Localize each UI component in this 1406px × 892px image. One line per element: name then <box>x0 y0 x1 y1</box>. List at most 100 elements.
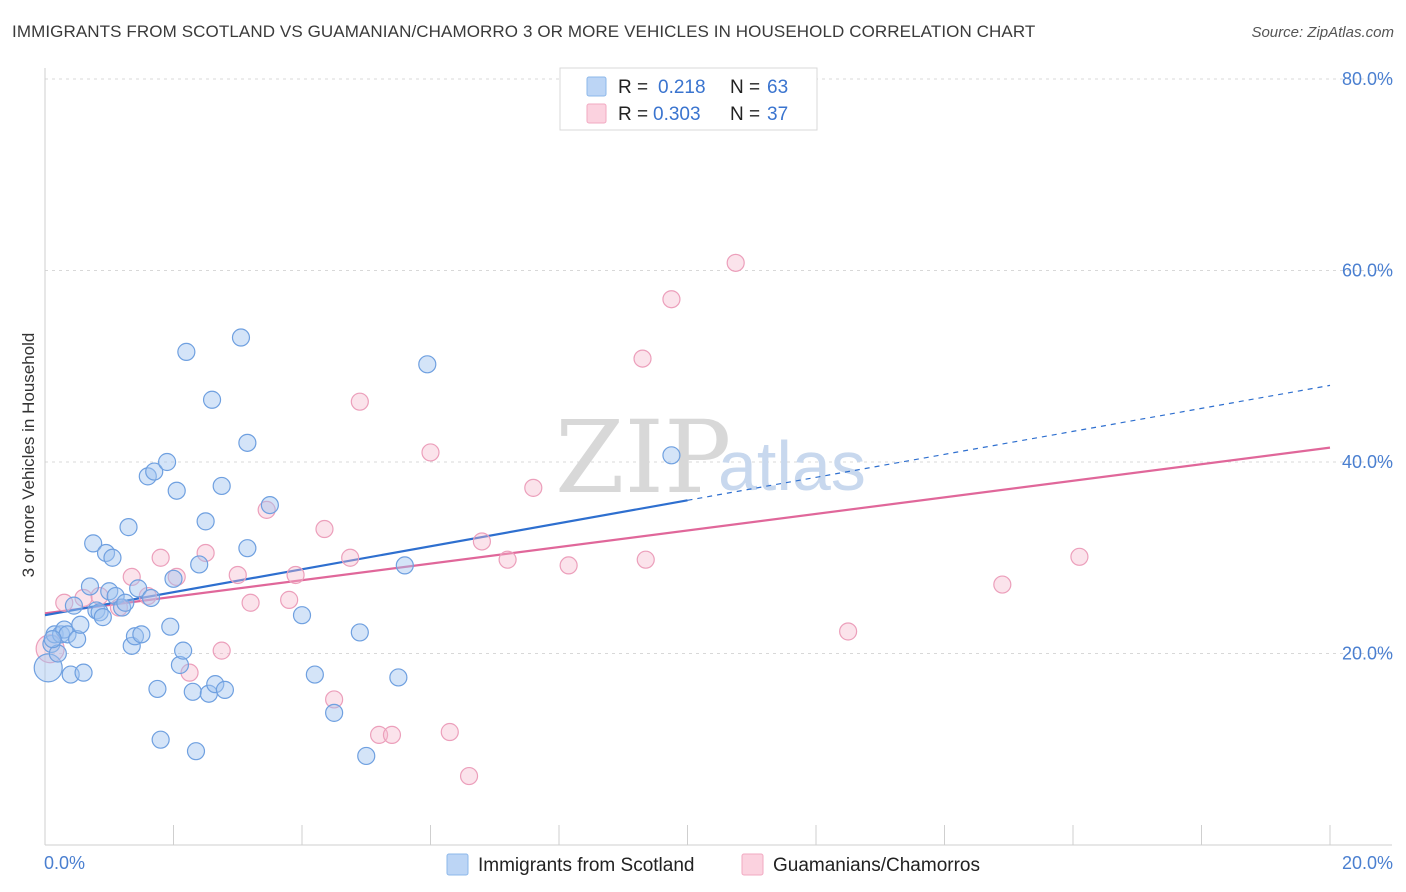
point-scotland-48 <box>215 680 234 699</box>
point-scotland-20 <box>106 586 125 606</box>
point-guamanian-15 <box>280 590 299 609</box>
bottom-legend-label-guamanian: Guamanians/Chamorros <box>773 855 980 876</box>
watermark: ZIP atlas <box>555 399 866 516</box>
point-guamanian-33 <box>726 253 745 272</box>
point-scotland-25 <box>125 627 145 646</box>
point-guamanian-8 <box>167 567 186 587</box>
point-scotland-49 <box>231 328 251 347</box>
y-tick-label-1: 40.0% <box>1342 452 1393 472</box>
point-scotland-39 <box>177 342 196 361</box>
point-guamanian-25 <box>459 766 479 786</box>
point-scotland-46 <box>206 675 225 694</box>
bottom-legend-swatch-guamanian <box>741 853 764 876</box>
point-guamanian-30 <box>633 349 652 368</box>
point-scotland-55 <box>325 703 344 722</box>
point-scotland-3 <box>48 644 67 663</box>
source-credit: Source: ZipAtlas.com <box>1251 24 1394 41</box>
point-guamanian-27 <box>498 550 517 569</box>
point-scotland-59 <box>395 556 414 575</box>
point-scotland-8 <box>64 596 84 615</box>
point-scotland-9 <box>68 630 87 649</box>
point-scotland-30 <box>145 462 164 481</box>
trend-line-scotland <box>44 499 688 617</box>
point-scotland-37 <box>170 655 190 675</box>
point-scotland-13 <box>84 534 103 553</box>
point-scotland-42 <box>190 555 209 574</box>
point-scotland-52 <box>260 495 279 515</box>
point-scotland-33 <box>157 452 177 472</box>
y-tick-label-3: 80.0% <box>1342 69 1393 89</box>
point-scotland-12 <box>80 577 100 596</box>
point-scotland-27 <box>132 625 151 644</box>
legend-r-label-2: R = <box>618 104 648 125</box>
point-scotland-60 <box>418 355 437 374</box>
point-guamanian-18 <box>325 690 344 709</box>
point-scotland-50 <box>238 433 257 452</box>
bottom-legend-swatch-scotland <box>446 853 469 876</box>
point-scotland-47 <box>212 476 231 496</box>
chart-title: IMMIGRANTS FROM SCOTLAND VS GUAMANIAN/CH… <box>12 22 1036 41</box>
y-tick-labels: 20.0% 40.0% 60.0% 80.0% <box>1342 69 1393 664</box>
point-scotland-51 <box>238 539 257 558</box>
point-guamanian-20 <box>350 392 369 411</box>
point-guamanian-3 <box>90 586 109 606</box>
point-guamanian-9 <box>180 663 199 682</box>
point-guamanian-21 <box>370 725 389 744</box>
point-scotland-26 <box>129 579 148 598</box>
point-scotland-43 <box>196 512 215 531</box>
point-guamanian-17 <box>315 519 334 539</box>
data-points <box>33 253 1089 786</box>
point-scotland-40 <box>183 682 202 701</box>
point-guamanian-13 <box>241 593 260 612</box>
y-tick-label-0: 20.0% <box>1342 644 1393 664</box>
trend-lines <box>44 384 1331 617</box>
point-guamanian-10 <box>196 543 215 563</box>
point-guamanian-23 <box>421 443 440 462</box>
point-guamanian-31 <box>636 550 655 569</box>
bottom-legend: Immigrants from Scotland Guamanians/Cham… <box>446 853 980 876</box>
point-scotland-45 <box>202 390 222 409</box>
x-tick-label-0: 0.0% <box>44 853 85 873</box>
point-guamanian-2 <box>74 588 93 608</box>
point-scotland-36 <box>167 481 186 500</box>
point-scotland-11 <box>74 663 93 682</box>
point-guamanian-29 <box>559 556 578 575</box>
point-scotland-62 <box>43 630 62 649</box>
point-scotland-38 <box>174 641 193 660</box>
axes <box>44 68 1392 846</box>
point-guamanian-7 <box>151 548 170 567</box>
point-scotland-57 <box>357 746 376 766</box>
point-scotland-23 <box>119 518 138 537</box>
point-guamanian-22 <box>382 725 402 744</box>
point-scotland-19 <box>103 548 122 567</box>
point-scotland-56 <box>350 623 369 642</box>
legend-n-value-2: 37 <box>767 104 788 125</box>
point-scotland-10 <box>71 615 90 634</box>
point-scotland-0 <box>33 653 63 683</box>
point-scotland-32 <box>151 730 170 749</box>
x-tick-labels: 0.0% 20.0% <box>44 853 1393 873</box>
point-scotland-35 <box>164 569 183 588</box>
point-guamanian-28 <box>524 478 543 497</box>
legend-r-value-2: 0.303 <box>653 104 701 125</box>
legend-swatch-scotland <box>586 76 607 97</box>
point-scotland-6 <box>58 625 77 644</box>
point-scotland-53 <box>292 606 312 625</box>
legend-n-label-1: N = <box>730 77 760 98</box>
y-tick-label-2: 60.0% <box>1342 261 1393 281</box>
point-guamanian-35 <box>993 575 1012 594</box>
point-scotland-34 <box>161 617 180 636</box>
legend-r-value-1: 0.218 <box>658 77 706 98</box>
point-scotland-16 <box>93 608 112 627</box>
point-guamanian-12 <box>228 565 247 585</box>
point-guamanian-5 <box>122 567 141 587</box>
point-guamanian-11 <box>212 641 231 660</box>
point-scotland-22 <box>116 593 135 612</box>
legend-swatch-guamanian <box>586 103 607 124</box>
bottom-legend-label-scotland: Immigrants from Scotland <box>478 855 694 876</box>
watermark-zip: ZIP <box>555 399 731 516</box>
legend-n-label-2: N = <box>730 104 760 125</box>
y-axis-label: 3 or more Vehicles in Household <box>19 333 38 578</box>
watermark-atlas: atlas <box>718 427 866 505</box>
